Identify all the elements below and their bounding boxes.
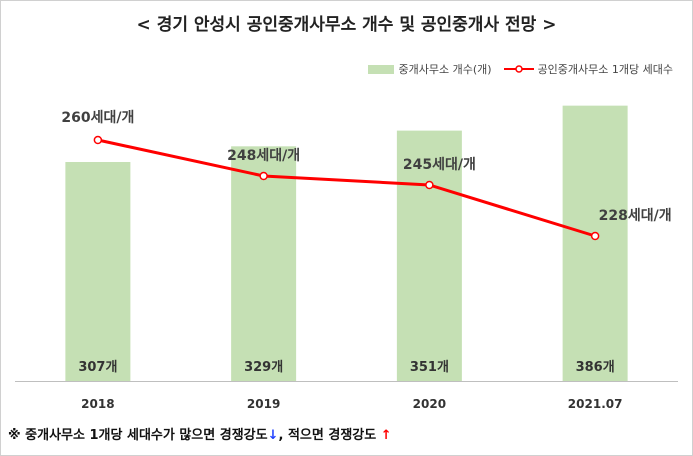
category-label-2: 2020 [413,397,446,411]
legend-line-label: 공인중개사무소 1개당 세대수 [537,63,673,76]
bar-label-2: 351개 [410,360,449,375]
bar-0 [65,162,131,381]
category-label-3: 2021.07 [568,397,623,411]
legend-bar-label: 중개사무소 개수(개) [398,63,492,76]
line-point-3 [590,231,600,241]
line-label-1: 248세대/개 [227,148,300,164]
bar-3 [562,105,628,382]
legend-item-line: 공인중개사무소 1개당 세대수 [503,61,673,77]
legend: 중개사무소 개수(개) 공인중개사무소 1개당 세대수 [356,61,673,77]
line-point-0 [93,135,103,145]
bar-label-1: 329개 [244,360,283,375]
bar-1 [231,146,297,381]
line-label-0: 260세대/개 [61,110,134,126]
line-label-3: 228세대/개 [599,208,672,224]
footnote-prefix: ※ 중개사무소 1개당 세대수가 많으면 경쟁강도 [8,428,268,443]
line-point-2 [425,180,434,190]
line-label-2: 245세대/개 [403,157,476,173]
category-label-0: 2018 [81,397,114,411]
arrow-down-icon: ↓ [267,428,279,443]
bar-label-0: 307개 [78,360,117,375]
line-series [97,138,596,238]
bar-label-3: 386개 [576,360,615,375]
legend-item-bar: 중개사무소 개수(개) [367,61,492,77]
line-point-1 [259,171,268,181]
legend-bar-swatch [367,64,394,74]
chart-title: < 경기 안성시 공인중개사무소 개수 및 공인중개사 전망 > [136,15,557,35]
bar-2 [396,130,462,381]
footnote: ※ 중개사무소 1개당 세대수가 많으면 경쟁강도↓, 적으면 경쟁강도 ↑ [8,424,392,443]
category-label-1: 2019 [247,397,280,411]
legend-line-swatch [503,65,534,73]
footnote-middle: , 적으면 경쟁강도 [278,428,381,443]
arrow-up-icon: ↑ [380,428,392,443]
